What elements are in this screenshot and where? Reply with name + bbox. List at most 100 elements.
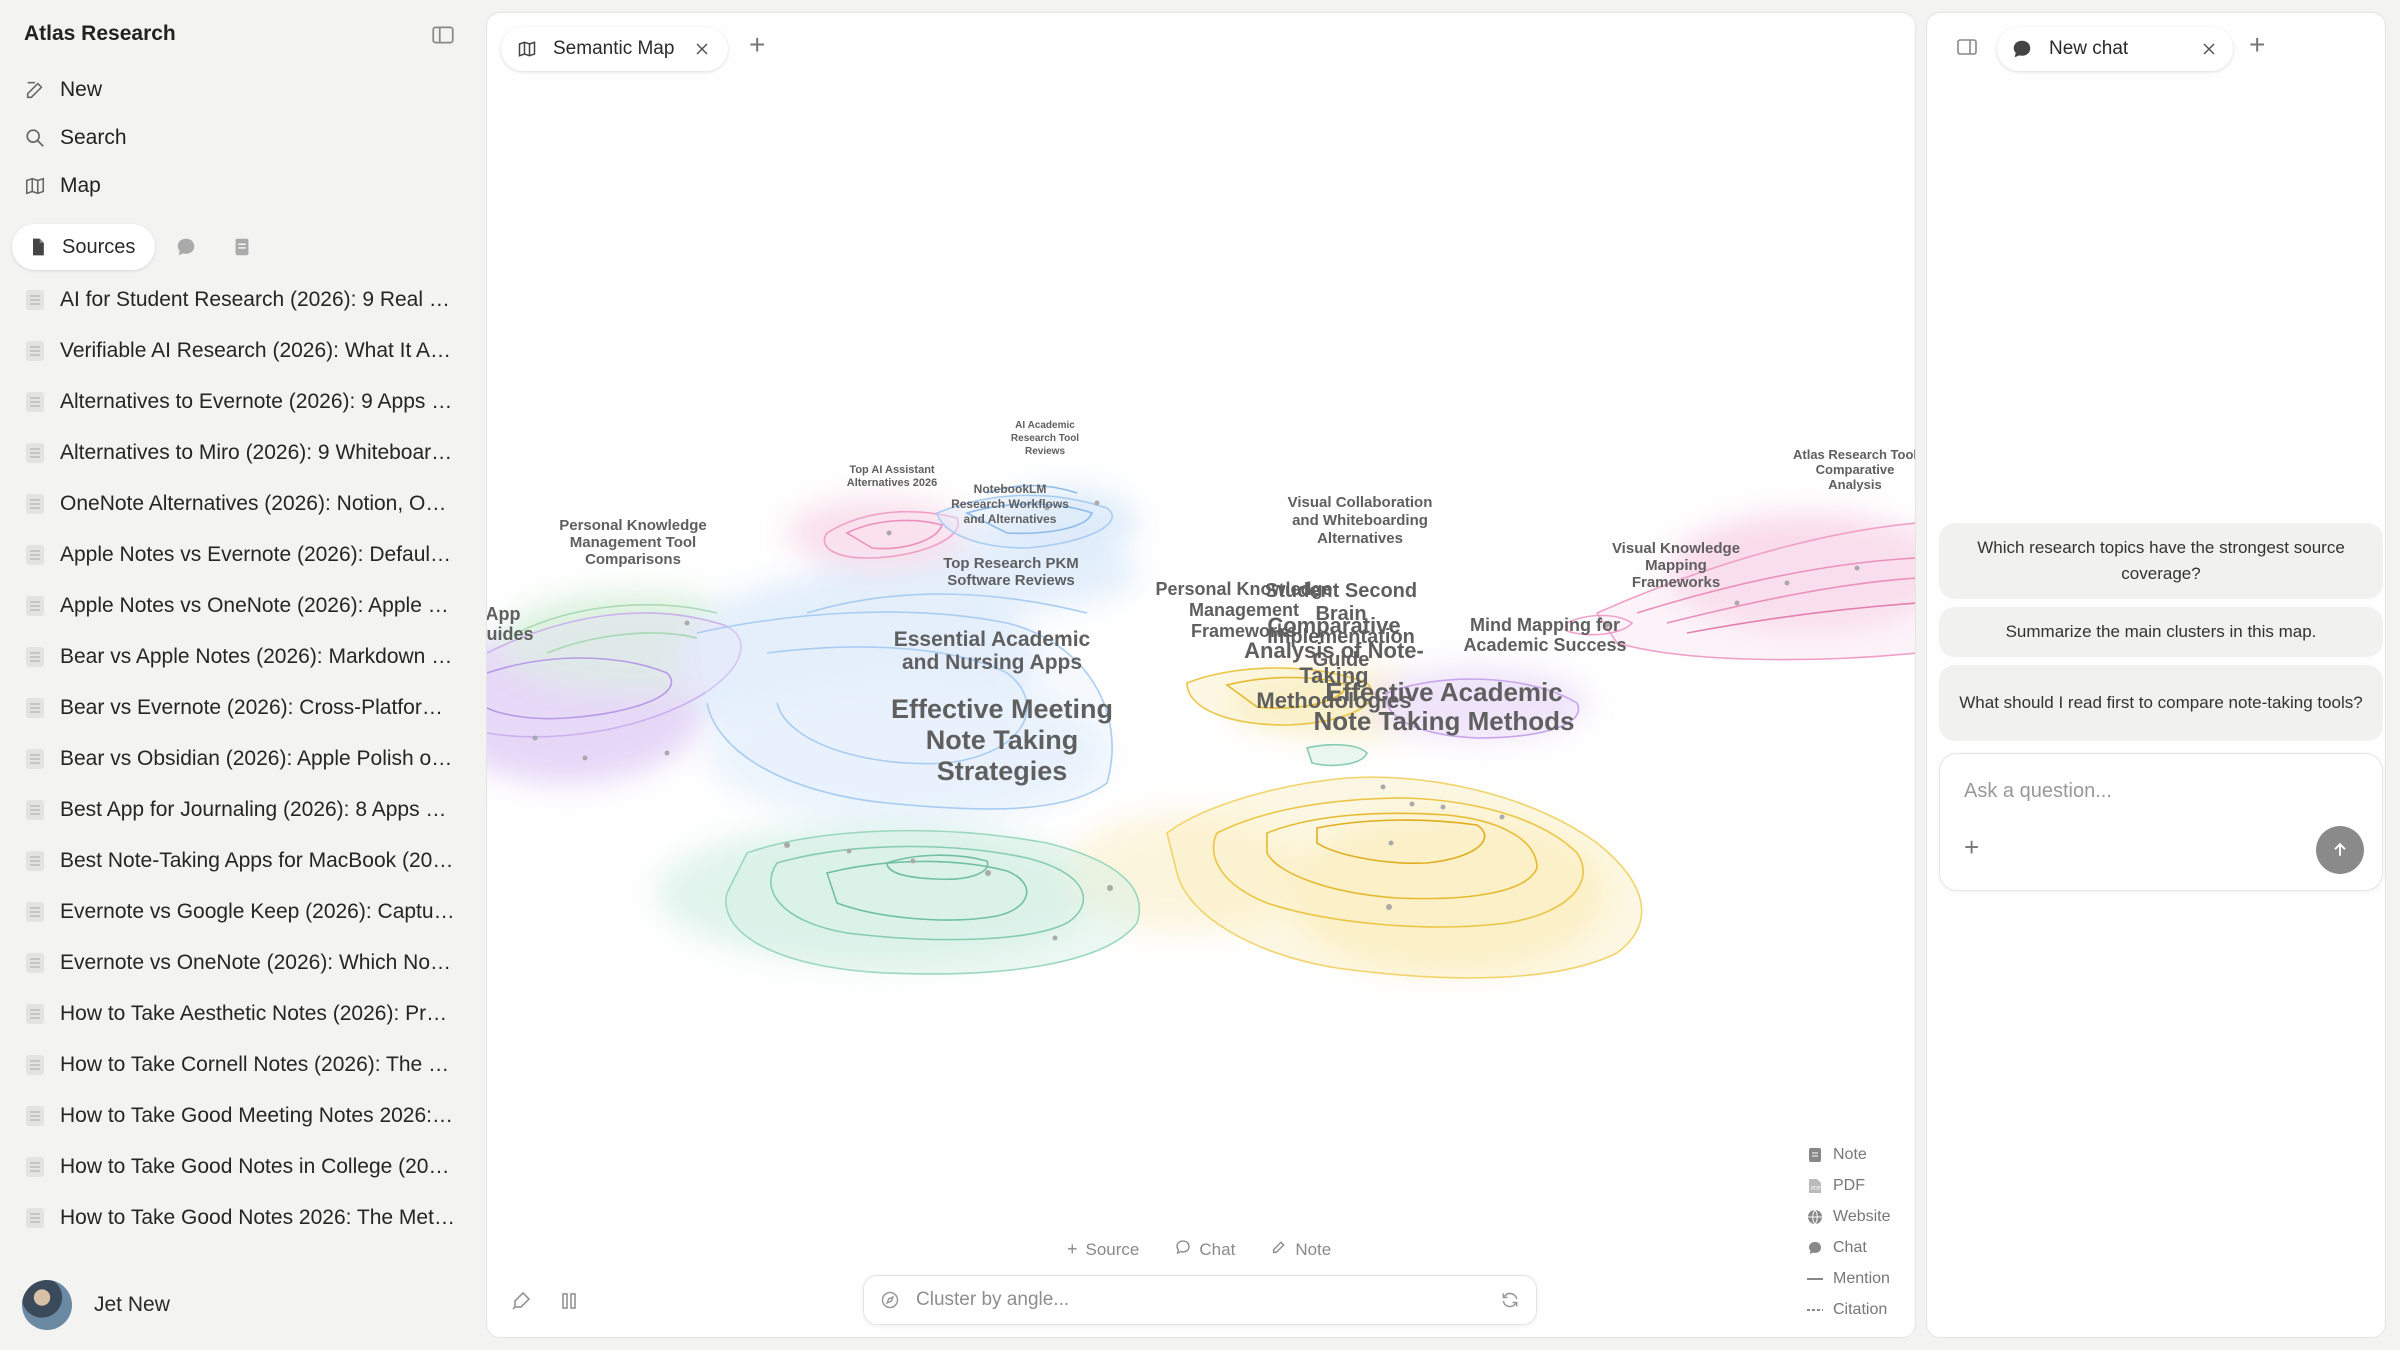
- legend-label: PDF: [1833, 1177, 1865, 1194]
- tab-semantic-map[interactable]: Semantic Map: [501, 27, 729, 71]
- brush-icon[interactable]: [509, 1289, 533, 1313]
- source-item[interactable]: Alternatives to Evernote (2026): 9 Apps …: [26, 382, 456, 422]
- semantic-map-canvas[interactable]: AI Academic Research Tool Reviews Top AI A…: [487, 13, 1916, 1338]
- user-name: Jet New: [94, 1293, 170, 1316]
- nav-map[interactable]: Map: [24, 166, 101, 206]
- cluster-label[interactable]: Mind Mapping for Academic Success: [1463, 615, 1626, 655]
- chat-input[interactable]: Ask a question...: [1964, 780, 2112, 802]
- source-title: Bear vs Evernote (2026): Cross-Platform …: [60, 696, 456, 719]
- source-item[interactable]: Alternatives to Miro (2026): 9 Whiteboar…: [26, 433, 456, 473]
- source-item[interactable]: OneNote Alternatives (2026): Notion, Obs…: [26, 484, 456, 524]
- attach-button[interactable]: +: [1964, 832, 1980, 862]
- document-icon: [26, 902, 44, 922]
- legend-label: Note: [1833, 1146, 1867, 1163]
- collapse-sidebar-icon[interactable]: [430, 22, 456, 48]
- user-profile[interactable]: Jet New: [22, 1280, 170, 1330]
- send-button[interactable]: [2316, 826, 2364, 874]
- cluster-label[interactable]: Visual Collaboration and Whiteboarding Alt…: [1288, 494, 1433, 547]
- legend-item: Website: [1807, 1205, 1891, 1229]
- cluster-label[interactable]: Atlas Research Tool Comparative Analysis: [1793, 447, 1916, 492]
- source-item[interactable]: Evernote vs Google Keep (2026): Capture …: [26, 892, 456, 932]
- document-icon: [26, 1106, 44, 1126]
- source-title: Apple Notes vs Evernote (2026): Default …: [60, 543, 456, 566]
- add-tab-button[interactable]: +: [749, 29, 766, 60]
- source-title: How to Take Good Notes 2026: The Methods: [60, 1206, 456, 1229]
- nav-label: New: [60, 78, 103, 101]
- source-item[interactable]: How to Take Good Notes in College (2026): [26, 1147, 456, 1187]
- close-icon[interactable]: [692, 39, 712, 59]
- cluster-label[interactable]: NotebookLM Research Workflows and Alternat…: [951, 482, 1069, 526]
- source-item[interactable]: Apple Notes vs Evernote (2026): Default …: [26, 535, 456, 575]
- cluster-label[interactable]: Visual Knowledge Mapping Frameworks: [1612, 540, 1740, 591]
- nav-label: Search: [60, 126, 127, 149]
- pause-icon[interactable]: [557, 1289, 581, 1313]
- note-icon[interactable]: [231, 236, 253, 258]
- source-item[interactable]: Evernote vs OneNote (2026): Which Note A…: [26, 943, 456, 983]
- cluster-label[interactable]: Top Research PKM Software Reviews: [943, 555, 1079, 589]
- cluster-label[interactable]: AI Academic Research Tool Reviews: [1011, 420, 1079, 457]
- refresh-icon[interactable]: [1500, 1290, 1520, 1310]
- legend-label: Citation: [1833, 1301, 1888, 1318]
- close-icon[interactable]: [2199, 39, 2219, 59]
- cluster-label[interactable]: Effective Academic Note Taking Methods: [1314, 677, 1575, 736]
- plus-icon: +: [1067, 1239, 1078, 1259]
- compass-icon: [881, 1291, 899, 1309]
- cluster-label[interactable]: AppGuides: [487, 604, 534, 644]
- cluster-label[interactable]: Personal Knowledge Management Frameworks: [1155, 579, 1332, 641]
- suggested-question[interactable]: Which research topics have the strongest…: [1939, 523, 2383, 599]
- cluster-label[interactable]: Comparative Analysis of Note-Taking Method…: [1244, 613, 1424, 713]
- source-points: [532, 500, 1860, 941]
- new-note-action-button[interactable]: Note: [1271, 1239, 1331, 1260]
- document-icon: [26, 392, 44, 412]
- add-chat-tab-button[interactable]: +: [2249, 29, 2266, 60]
- chat-input-box[interactable]: Ask a question... +: [1939, 753, 2383, 891]
- nav-new[interactable]: New: [24, 70, 102, 110]
- source-title: Best App for Journaling (2026): 8 Apps R…: [60, 798, 456, 821]
- search-icon: [26, 129, 44, 147]
- source-item[interactable]: Best App for Journaling (2026): 8 Apps R…: [26, 790, 456, 830]
- legend-label: Website: [1833, 1208, 1891, 1225]
- source-item[interactable]: Bear vs Evernote (2026): Cross-Platform …: [26, 688, 456, 728]
- cluster-label[interactable]: Essential Academic and Nursing Apps: [894, 628, 1091, 674]
- cluster-label[interactable]: Effective Meeting Note Taking Strategies: [891, 694, 1113, 786]
- document-icon: [26, 290, 44, 310]
- source-title: Alternatives to Miro (2026): 9 Whiteboar…: [60, 441, 456, 464]
- cluster-label[interactable]: Student Second Brain Implementation Guide: [1265, 580, 1417, 671]
- source-item[interactable]: AI for Student Research (2026): 9 Real W…: [26, 280, 456, 320]
- suggested-question[interactable]: Summarize the main clusters in this map.: [1939, 607, 2383, 657]
- document-icon: [26, 545, 44, 565]
- add-source-button[interactable]: + Source: [1067, 1239, 1139, 1260]
- action-label: Note: [1295, 1239, 1332, 1259]
- source-item[interactable]: Verifiable AI Research (2026): What It A…: [26, 331, 456, 371]
- chat-bubble-icon[interactable]: [175, 236, 197, 258]
- document-icon: [26, 800, 44, 820]
- tab-label: New chat: [2049, 38, 2129, 59]
- cluster-label[interactable]: Top AI Assistant Alternatives 2026: [847, 464, 938, 489]
- cluster-label[interactable]: Personal Knowledge Management Tool Compari…: [559, 517, 707, 568]
- new-chat-action-button[interactable]: Chat: [1175, 1239, 1235, 1260]
- pdf-icon: PDF: [1807, 1178, 1823, 1194]
- source-item[interactable]: How to Take Good Notes 2026: The Methods: [26, 1198, 456, 1238]
- nav-search[interactable]: Search: [24, 118, 127, 158]
- source-item[interactable]: Best Note-Taking Apps for MacBook (2026): [26, 841, 456, 881]
- legend-item: PDF PDF: [1807, 1174, 1865, 1198]
- tab-sources[interactable]: Sources: [12, 224, 156, 270]
- map-icon: [25, 177, 45, 195]
- source-item[interactable]: Bear vs Obsidian (2026): Apple Polish or…: [26, 739, 456, 779]
- action-label: Source: [1085, 1239, 1140, 1259]
- app-title: Atlas Research: [24, 22, 176, 45]
- suggested-question[interactable]: What should I read first to compare note…: [1939, 665, 2383, 741]
- legend-item: Mention: [1807, 1267, 1890, 1291]
- source-item[interactable]: How to Take Aesthetic Notes (2026): Prac…: [26, 994, 456, 1034]
- cluster-color-wash: [487, 488, 1915, 973]
- source-item[interactable]: Apple Notes vs OneNote (2026): Apple or …: [26, 586, 456, 626]
- source-item[interactable]: How to Take Cornell Notes (2026): The Co…: [26, 1045, 456, 1085]
- toggle-panel-icon[interactable]: [1955, 35, 1979, 59]
- tab-new-chat[interactable]: New chat: [1997, 27, 2233, 71]
- cluster-placeholder: Cluster by angle...: [916, 1289, 1070, 1310]
- cluster-by-angle-input[interactable]: Cluster by angle...: [863, 1275, 1537, 1325]
- avatar: [22, 1280, 72, 1330]
- source-item[interactable]: How to Take Good Meeting Notes 2026: Tem…: [26, 1096, 456, 1136]
- source-item[interactable]: Bear vs Apple Notes (2026): Markdown or …: [26, 637, 456, 677]
- tab-sources-label: Sources: [62, 235, 136, 258]
